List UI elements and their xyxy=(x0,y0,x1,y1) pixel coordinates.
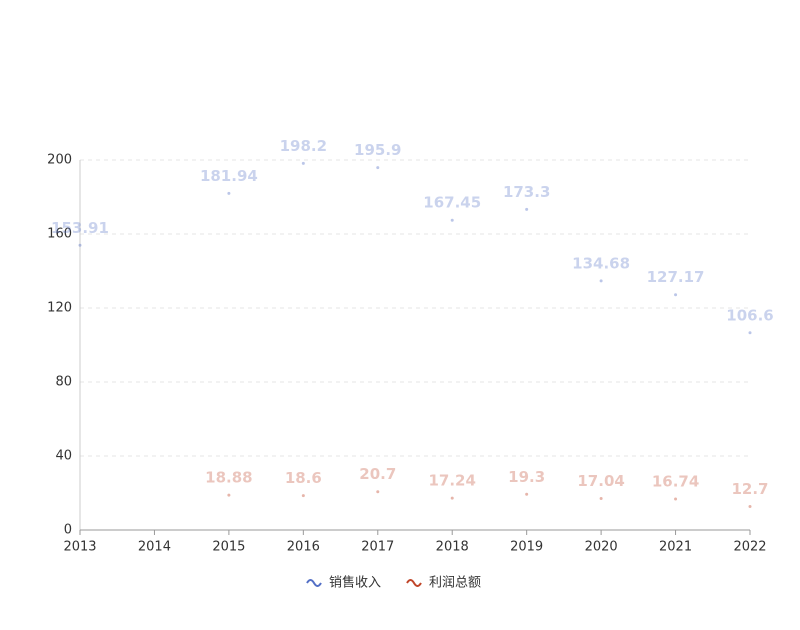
x-tick-label: 2022 xyxy=(733,540,766,555)
value-label: 16.74 xyxy=(652,473,699,491)
point xyxy=(376,490,380,494)
point xyxy=(525,207,529,211)
value-label: 173.3 xyxy=(503,183,550,201)
value-label: 134.68 xyxy=(572,254,630,272)
value-label: 12.7 xyxy=(731,480,768,498)
point xyxy=(450,496,454,500)
point xyxy=(376,166,380,170)
x-tick-label: 2015 xyxy=(212,540,245,555)
legend-label: 销售收入 xyxy=(329,575,381,591)
point xyxy=(748,331,752,335)
x-tick-label: 2020 xyxy=(585,540,618,555)
x-tick-label: 2018 xyxy=(436,540,469,555)
value-label: 127.17 xyxy=(647,268,705,286)
value-label: 18.88 xyxy=(205,469,252,487)
x-tick-label: 2013 xyxy=(63,540,96,555)
legend-label: 利润总额 xyxy=(429,576,481,591)
legend-item: 销售收入 xyxy=(306,575,381,591)
point xyxy=(748,505,752,509)
value-label: 181.94 xyxy=(200,167,258,185)
point xyxy=(525,492,529,496)
point xyxy=(78,243,82,247)
point xyxy=(227,191,231,195)
value-label: 153.91 xyxy=(51,219,109,237)
value-label: 19.3 xyxy=(508,468,545,486)
y-tick-label: 160 xyxy=(47,227,72,242)
value-label: 167.45 xyxy=(423,194,481,212)
x-tick-label: 2014 xyxy=(138,540,171,555)
y-tick-label: 120 xyxy=(47,301,72,316)
point xyxy=(450,218,454,222)
x-tick-label: 2019 xyxy=(510,540,543,555)
x-tick-label: 2021 xyxy=(659,540,692,555)
point xyxy=(301,494,305,498)
legend-icon xyxy=(306,579,322,587)
legend-item: 利润总额 xyxy=(406,576,481,591)
value-label: 17.24 xyxy=(428,472,475,490)
x-tick-label: 2016 xyxy=(287,540,320,555)
y-tick-label: 200 xyxy=(47,153,72,168)
point xyxy=(599,279,603,283)
x-tick-label: 2017 xyxy=(361,540,394,555)
point xyxy=(674,497,678,501)
value-label: 18.6 xyxy=(285,469,322,487)
value-label: 195.9 xyxy=(354,141,401,159)
point xyxy=(301,161,305,165)
legend-icon xyxy=(406,579,422,587)
point xyxy=(599,496,603,500)
value-label: 106.6 xyxy=(726,306,773,324)
value-label: 17.04 xyxy=(577,472,624,490)
y-tick-label: 40 xyxy=(55,449,72,464)
y-tick-label: 80 xyxy=(55,375,72,390)
value-label: 198.2 xyxy=(280,137,327,155)
point xyxy=(227,493,231,497)
y-tick-label: 0 xyxy=(64,523,72,538)
value-label: 20.7 xyxy=(359,465,396,483)
point xyxy=(674,293,678,297)
